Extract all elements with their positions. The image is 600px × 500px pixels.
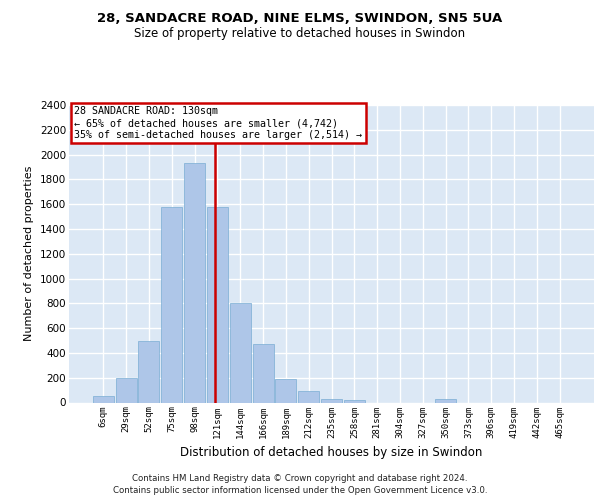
Bar — [435, 399, 456, 402]
Bar — [139, 340, 160, 402]
Bar — [116, 378, 137, 402]
Bar — [184, 164, 205, 402]
Bar — [275, 379, 296, 402]
Text: Contains HM Land Registry data © Crown copyright and database right 2024.: Contains HM Land Registry data © Crown c… — [132, 474, 468, 483]
Bar — [93, 396, 114, 402]
Bar — [230, 304, 251, 402]
Bar — [344, 400, 365, 402]
Y-axis label: Number of detached properties: Number of detached properties — [25, 166, 34, 342]
Text: 28, SANDACRE ROAD, NINE ELMS, SWINDON, SN5 5UA: 28, SANDACRE ROAD, NINE ELMS, SWINDON, S… — [97, 12, 503, 26]
Bar — [207, 206, 228, 402]
Bar — [298, 392, 319, 402]
Text: Size of property relative to detached houses in Swindon: Size of property relative to detached ho… — [134, 28, 466, 40]
Bar — [253, 344, 274, 403]
X-axis label: Distribution of detached houses by size in Swindon: Distribution of detached houses by size … — [181, 446, 482, 459]
Text: Contains public sector information licensed under the Open Government Licence v3: Contains public sector information licen… — [113, 486, 487, 495]
Bar — [321, 399, 342, 402]
Bar — [161, 206, 182, 402]
Text: 28 SANDACRE ROAD: 130sqm
← 65% of detached houses are smaller (4,742)
35% of sem: 28 SANDACRE ROAD: 130sqm ← 65% of detach… — [74, 106, 362, 140]
